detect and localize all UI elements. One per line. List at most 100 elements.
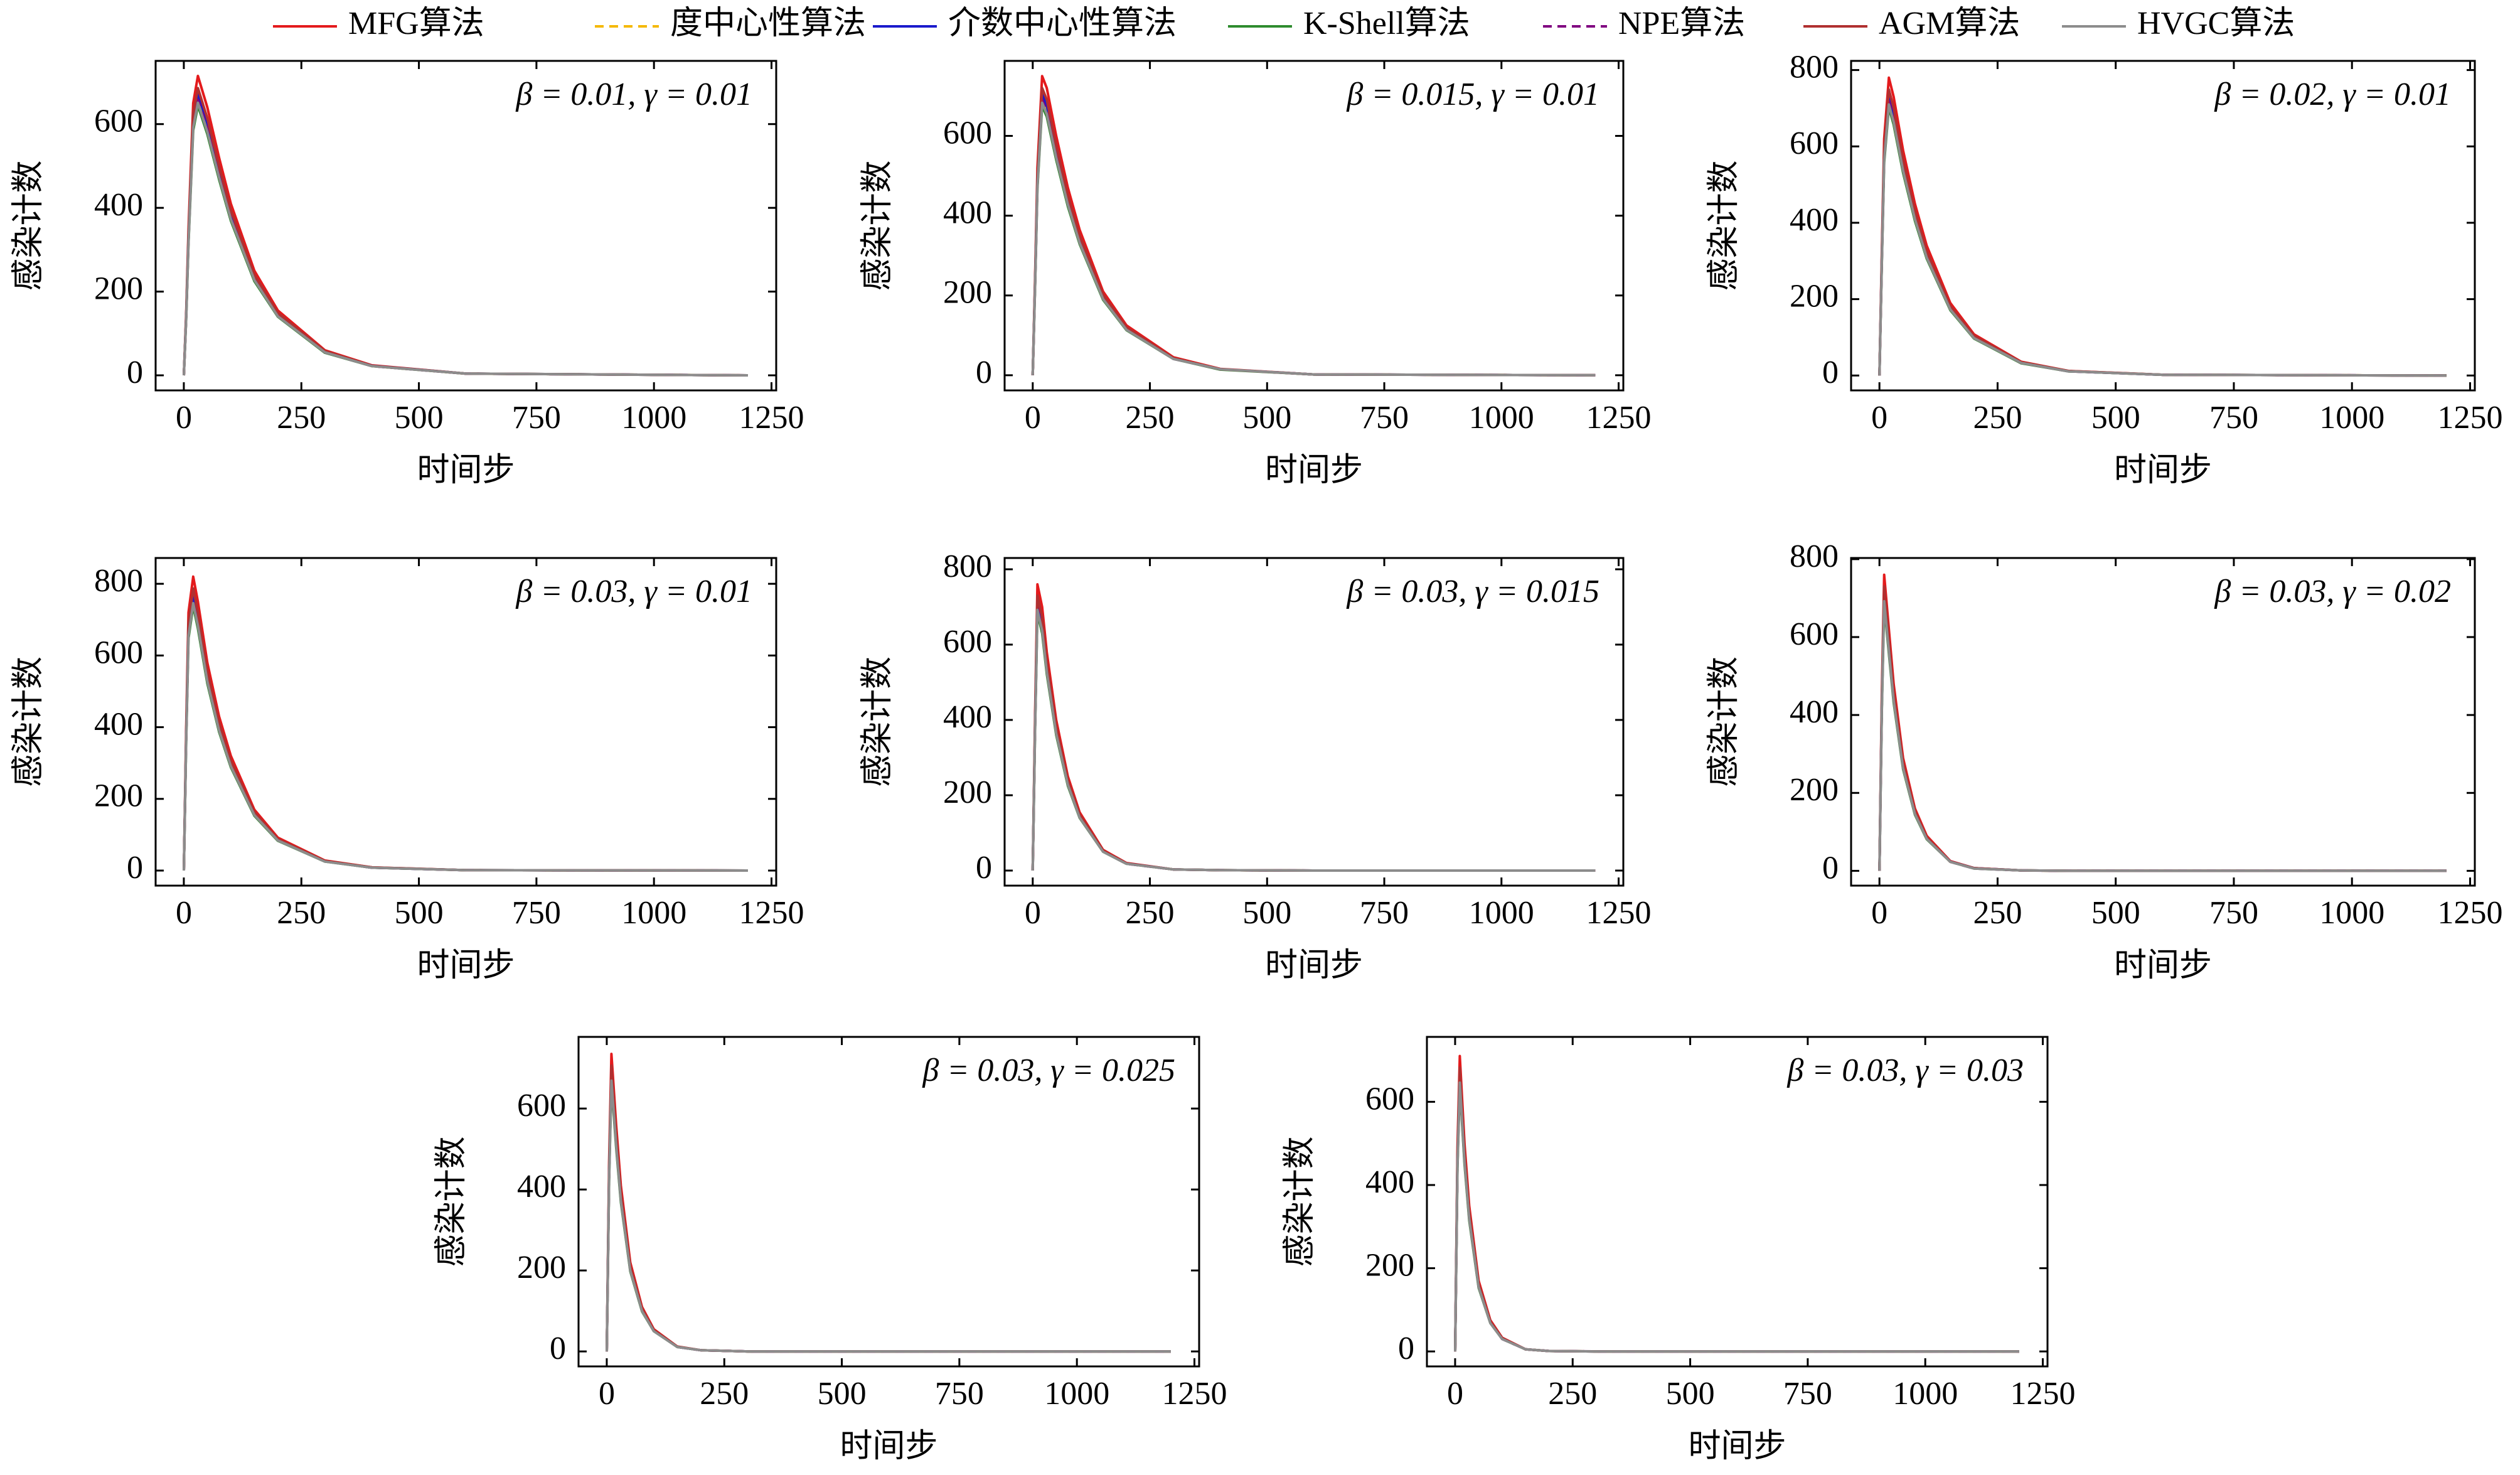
data-line <box>183 87 749 377</box>
subplot: 0 250 500 750 1000 1250 0 200 400 600 800 β = 0.03,… <box>858 549 1652 984</box>
y-axis-label: 感染计数 <box>1281 1136 1318 1267</box>
data-line <box>1878 585 2447 872</box>
subplot: 0 250 500 750 1000 1250 0 200 400 600 800 β = 0.03,… <box>1705 539 2502 984</box>
x-tick-label: 250 <box>1548 1376 1597 1412</box>
x-tick-label: 500 <box>2091 895 2140 931</box>
x-tick-label: 250 <box>277 400 326 436</box>
y-tick-label: 600 <box>94 635 143 670</box>
data-line <box>1878 94 2447 377</box>
data-line <box>183 104 749 377</box>
x-tick-label: 1000 <box>1469 400 1534 436</box>
y-tick-label: 400 <box>1790 694 1839 730</box>
data-line <box>1031 75 1596 377</box>
x-tick-label: 500 <box>818 1376 867 1412</box>
y-tick-label: 600 <box>1790 126 1839 161</box>
axes-frame <box>577 1036 1200 1368</box>
x-tick-label: 1250 <box>2010 1376 2076 1412</box>
data-line <box>1878 100 2447 377</box>
data-line <box>1454 1073 2019 1353</box>
y-tick-label: 600 <box>1790 616 1839 652</box>
x-tick-label: 750 <box>512 895 561 931</box>
y-tick-label: 800 <box>1790 539 1839 574</box>
axes-frame <box>1003 557 1625 887</box>
x-tick-label: 1000 <box>1469 895 1534 931</box>
y-tick-label: 400 <box>517 1169 566 1204</box>
x-tick-label: 1000 <box>1044 1376 1109 1412</box>
y-tick-label: 200 <box>94 778 143 814</box>
x-tick-label: 250 <box>277 895 326 931</box>
x-tick-label: 500 <box>1242 895 1291 931</box>
y-tick-label: 600 <box>1365 1081 1414 1117</box>
y-tick-label: 600 <box>943 624 992 660</box>
x-tick-label: 0 <box>176 400 192 436</box>
data-line <box>1031 606 1596 872</box>
data-line <box>1878 599 2447 872</box>
data-line <box>1454 1054 2019 1353</box>
y-tick-label: 200 <box>943 275 992 311</box>
data-line <box>606 1082 1171 1353</box>
x-tick-label: 1250 <box>739 400 804 436</box>
y-tick-label: 400 <box>943 699 992 735</box>
data-line <box>1878 103 2447 377</box>
y-tick-label: 200 <box>1790 279 1839 314</box>
y-tick-label: 200 <box>517 1250 566 1285</box>
annotation: β = 0.02, γ = 0.01 <box>2214 77 2451 112</box>
x-axis-label: 时间步 <box>840 1427 937 1465</box>
data-line <box>1031 104 1596 377</box>
data-line <box>606 1064 1171 1353</box>
x-tick-label: 750 <box>512 400 561 436</box>
y-tick-label: 800 <box>943 549 992 584</box>
data-line <box>183 75 749 377</box>
data-line <box>1454 1066 2019 1353</box>
x-tick-label: 500 <box>395 400 444 436</box>
annotation: β = 0.03, γ = 0.015 <box>1346 574 1599 609</box>
x-tick-label: 250 <box>700 1376 749 1412</box>
subplot: 0 250 500 750 1000 1250 0 200 400 600 β = 0.03, γ … <box>1281 1036 2076 1465</box>
data-line <box>1454 1078 2019 1353</box>
y-tick-label: 200 <box>1790 772 1839 808</box>
data-line <box>1031 594 1596 872</box>
y-axis-label: 感染计数 <box>1705 160 1743 291</box>
data-line <box>1878 97 2447 377</box>
x-axis-label: 时间步 <box>1265 451 1363 489</box>
legend: MFG算法 度中心性算法 介数中心性算法 K-Shell算法 NPE算法 AGM算法 HVG… <box>273 6 2295 41</box>
x-tick-label: 750 <box>1360 400 1409 436</box>
x-tick-label: 250 <box>1126 400 1175 436</box>
y-tick-label: 400 <box>94 707 143 743</box>
axes-frame <box>1850 557 2476 887</box>
x-axis-label: 时间步 <box>1688 1427 1786 1465</box>
data-line <box>606 1073 1171 1353</box>
x-tick-label: 1250 <box>1586 400 1652 436</box>
x-tick-label: 1000 <box>1893 1376 1958 1412</box>
data-line <box>183 95 749 377</box>
x-tick-label: 750 <box>2209 400 2258 436</box>
y-tick-label: 200 <box>1365 1247 1414 1283</box>
x-tick-label: 1250 <box>2437 895 2502 931</box>
data-line <box>183 602 749 872</box>
data-line <box>1878 76 2447 377</box>
x-tick-label: 0 <box>1871 895 1887 931</box>
legend-label: NPE算法 <box>1618 6 1745 41</box>
legend-label: AGM算法 <box>1879 6 2020 41</box>
y-tick-label: 400 <box>1365 1164 1414 1200</box>
annotation: β = 0.03, γ = 0.025 <box>922 1053 1175 1088</box>
annotation: β = 0.03, γ = 0.03 <box>1786 1053 2024 1088</box>
x-tick-label: 0 <box>1871 400 1887 436</box>
x-tick-label: 500 <box>395 895 444 931</box>
data-line <box>1454 1075 2019 1353</box>
x-axis-label: 时间步 <box>417 451 515 489</box>
y-tick-label: 0 <box>976 850 992 886</box>
data-line <box>1878 597 2447 872</box>
data-line <box>1031 99 1596 377</box>
data-line <box>1031 583 1596 872</box>
y-axis-label: 感染计数 <box>858 657 896 787</box>
y-axis-label: 感染计数 <box>9 160 47 291</box>
y-tick-label: 200 <box>94 271 143 307</box>
x-tick-label: 0 <box>599 1376 615 1412</box>
data-line <box>1878 573 2447 872</box>
x-tick-label: 750 <box>1783 1376 1832 1412</box>
y-tick-label: 0 <box>1398 1331 1414 1366</box>
data-line <box>183 587 749 872</box>
x-tick-label: 250 <box>1126 895 1175 931</box>
y-axis-label: 感染计数 <box>1705 657 1743 787</box>
